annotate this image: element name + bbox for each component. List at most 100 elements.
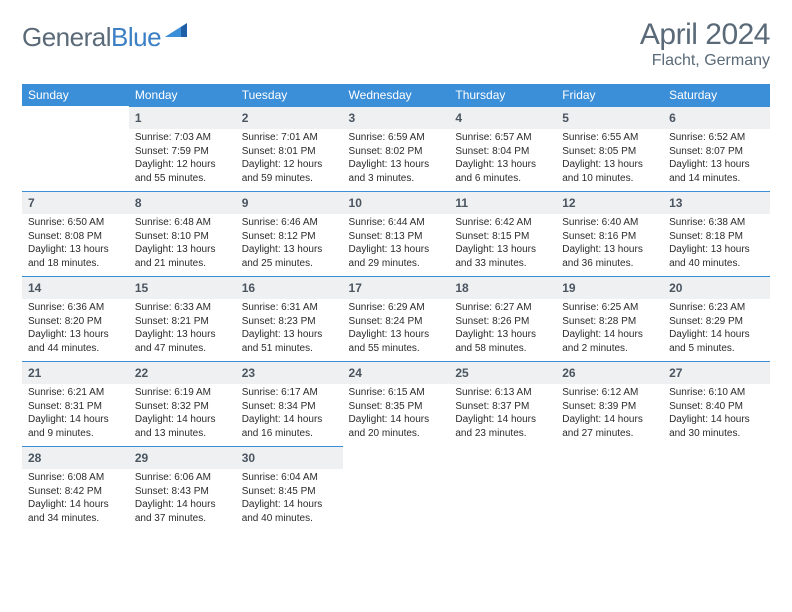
daylight-line: Daylight: 14 hours [133, 413, 232, 427]
sunset-line: Sunset: 8:23 PM [240, 315, 339, 329]
sunset-line: Sunset: 8:12 PM [240, 230, 339, 244]
calendar-week-row: 21Sunrise: 6:21 AMSunset: 8:31 PMDayligh… [22, 361, 770, 446]
title-block: April 2024 Flacht, Germany [640, 18, 770, 70]
daylight-line: Daylight: 13 hours [560, 158, 659, 172]
day-details: Sunrise: 6:17 AMSunset: 8:34 PMDaylight:… [236, 386, 343, 444]
sunset-line: Sunset: 8:08 PM [26, 230, 125, 244]
sunset-line: Sunset: 8:10 PM [133, 230, 232, 244]
calendar-day-cell: 16Sunrise: 6:31 AMSunset: 8:23 PMDayligh… [236, 276, 343, 361]
calendar-day-cell [343, 446, 450, 531]
daylight-line: and 2 minutes. [560, 342, 659, 356]
calendar-day-cell: 22 Sunrise: 6:19 AMSunset: 8:32 PMDayligh… [129, 361, 236, 446]
day-number-bar: 23 [236, 361, 343, 384]
daylight-line: and 40 minutes. [667, 257, 766, 271]
daylight-line: Daylight: 14 hours [26, 413, 125, 427]
sunrise-line: Sunrise: 6:17 AM [240, 386, 339, 400]
sunset-line: Sunset: 8:40 PM [667, 400, 766, 414]
daylight-line: and 55 minutes. [133, 172, 232, 186]
sunrise-line: Sunrise: 6:08 AM [26, 471, 125, 485]
day-details: Sunrise: 6:44 AMSunset: 8:13 PMDaylight:… [343, 216, 450, 274]
day-details: Sunrise: 6:04 AMSunset: 8:45 PMDaylight:… [236, 471, 343, 529]
calendar-day-cell [449, 446, 556, 531]
sunset-line: Sunset: 8:01 PM [240, 145, 339, 159]
daylight-line: Daylight: 13 hours [667, 158, 766, 172]
sunrise-line: Sunrise: 6:40 AM [560, 216, 659, 230]
sunset-line: Sunset: 8:32 PM [133, 400, 232, 414]
day-number-bar: 2 [236, 106, 343, 129]
day-header: Saturday [663, 84, 770, 106]
day-details: Sunrise: 6:52 AMSunset: 8:07 PMDaylight:… [663, 131, 770, 189]
sunrise-line: Sunrise: 6:15 AM [347, 386, 446, 400]
daylight-line: Daylight: 13 hours [347, 328, 446, 342]
day-header: Tuesday [236, 84, 343, 106]
day-number: 22 [135, 366, 148, 380]
daylight-line: and 27 minutes. [560, 427, 659, 441]
logo-word-2: Blue [111, 22, 161, 52]
sunrise-line: Sunrise: 6:29 AM [347, 301, 446, 315]
day-number: 18 [455, 281, 468, 295]
daylight-line: and 3 minutes. [347, 172, 446, 186]
day-number: 27 [669, 366, 682, 380]
daylight-line: Daylight: 14 hours [667, 413, 766, 427]
day-details: Sunrise: 6:13 AMSunset: 8:37 PMDaylight:… [449, 386, 556, 444]
daylight-line: and 59 minutes. [240, 172, 339, 186]
sunrise-line: Sunrise: 6:27 AM [453, 301, 552, 315]
sunset-line: Sunset: 8:42 PM [26, 485, 125, 499]
day-number: 10 [349, 196, 362, 210]
calendar-day-cell [663, 446, 770, 531]
sunrise-line: Sunrise: 6:36 AM [26, 301, 125, 315]
sunset-line: Sunset: 8:20 PM [26, 315, 125, 329]
calendar-day-cell: 23 Sunrise: 6:17 AMSunset: 8:34 PMDayligh… [236, 361, 343, 446]
daylight-line: and 5 minutes. [667, 342, 766, 356]
day-details: Sunrise: 7:01 AMSunset: 8:01 PMDaylight:… [236, 131, 343, 189]
sunrise-line: Sunrise: 6:48 AM [133, 216, 232, 230]
day-number: 24 [349, 366, 362, 380]
calendar-day-cell: 6Sunrise: 6:52 AMSunset: 8:07 PMDaylight… [663, 106, 770, 191]
day-number-bar: 8 [129, 191, 236, 214]
daylight-line: and 29 minutes. [347, 257, 446, 271]
day-number-bar: 1 [129, 106, 236, 129]
day-details: Sunrise: 6:48 AMSunset: 8:10 PMDaylight:… [129, 216, 236, 274]
daylight-line: Daylight: 14 hours [26, 498, 125, 512]
day-number-bar: 15 [129, 276, 236, 299]
daylight-line: Daylight: 14 hours [240, 413, 339, 427]
sunrise-line: Sunrise: 6:21 AM [26, 386, 125, 400]
sunrise-line: Sunrise: 6:25 AM [560, 301, 659, 315]
calendar-day-cell: 26Sunrise: 6:12 AMSunset: 8:39 PMDayligh… [556, 361, 663, 446]
day-details: Sunrise: 6:31 AMSunset: 8:23 PMDaylight:… [236, 301, 343, 359]
calendar-day-cell: 27 Sunrise: 6:10 AMSunset: 8:40 PMDayligh… [663, 361, 770, 446]
calendar-day-cell: 9Sunrise: 6:46 AMSunset: 8:12 PMDaylight… [236, 191, 343, 276]
logo-word-1: General [22, 22, 111, 52]
day-details: Sunrise: 6:21 AMSunset: 8:31 PMDaylight:… [22, 386, 129, 444]
sunrise-line: Sunrise: 6:19 AM [133, 386, 232, 400]
day-number: 23 [242, 366, 255, 380]
calendar-day-cell: 7Sunrise: 6:50 AMSunset: 8:08 PMDaylight… [22, 191, 129, 276]
sunset-line: Sunset: 8:02 PM [347, 145, 446, 159]
day-number: 28 [28, 451, 41, 465]
daylight-line: and 58 minutes. [453, 342, 552, 356]
day-number: 19 [562, 281, 575, 295]
sunset-line: Sunset: 8:28 PM [560, 315, 659, 329]
day-header: Sunday [22, 84, 129, 106]
calendar-day-cell: 21Sunrise: 6:21 AMSunset: 8:31 PMDayligh… [22, 361, 129, 446]
calendar-week-row: 7Sunrise: 6:50 AMSunset: 8:08 PMDaylight… [22, 191, 770, 276]
logo-triangle-icon [165, 21, 189, 44]
daylight-line: and 34 minutes. [26, 512, 125, 526]
calendar-day-cell: 3Sunrise: 6:59 AMSunset: 8:02 PMDaylight… [343, 106, 450, 191]
calendar-day-cell: 14Sunrise: 6:36 AMSunset: 8:20 PMDayligh… [22, 276, 129, 361]
daylight-line: Daylight: 13 hours [347, 158, 446, 172]
sunrise-line: Sunrise: 6:06 AM [133, 471, 232, 485]
daylight-line: and 20 minutes. [347, 427, 446, 441]
calendar-week-row: 28 Sunrise: 6:08 AMSunset: 8:42 PMDayligh… [22, 446, 770, 531]
daylight-line: Daylight: 13 hours [240, 328, 339, 342]
sunset-line: Sunset: 8:21 PM [133, 315, 232, 329]
sunset-line: Sunset: 8:18 PM [667, 230, 766, 244]
calendar-day-cell: 19Sunrise: 6:25 AMSunset: 8:28 PMDayligh… [556, 276, 663, 361]
day-number-bar: 16 [236, 276, 343, 299]
day-number: 17 [349, 281, 362, 295]
day-number: 15 [135, 281, 148, 295]
sunrise-line: Sunrise: 6:10 AM [667, 386, 766, 400]
day-details: Sunrise: 6:46 AMSunset: 8:12 PMDaylight:… [236, 216, 343, 274]
day-details: Sunrise: 6:23 AMSunset: 8:29 PMDaylight:… [663, 301, 770, 359]
calendar-body: 1Sunrise: 7:03 AMSunset: 7:59 PMDaylight… [22, 106, 770, 531]
